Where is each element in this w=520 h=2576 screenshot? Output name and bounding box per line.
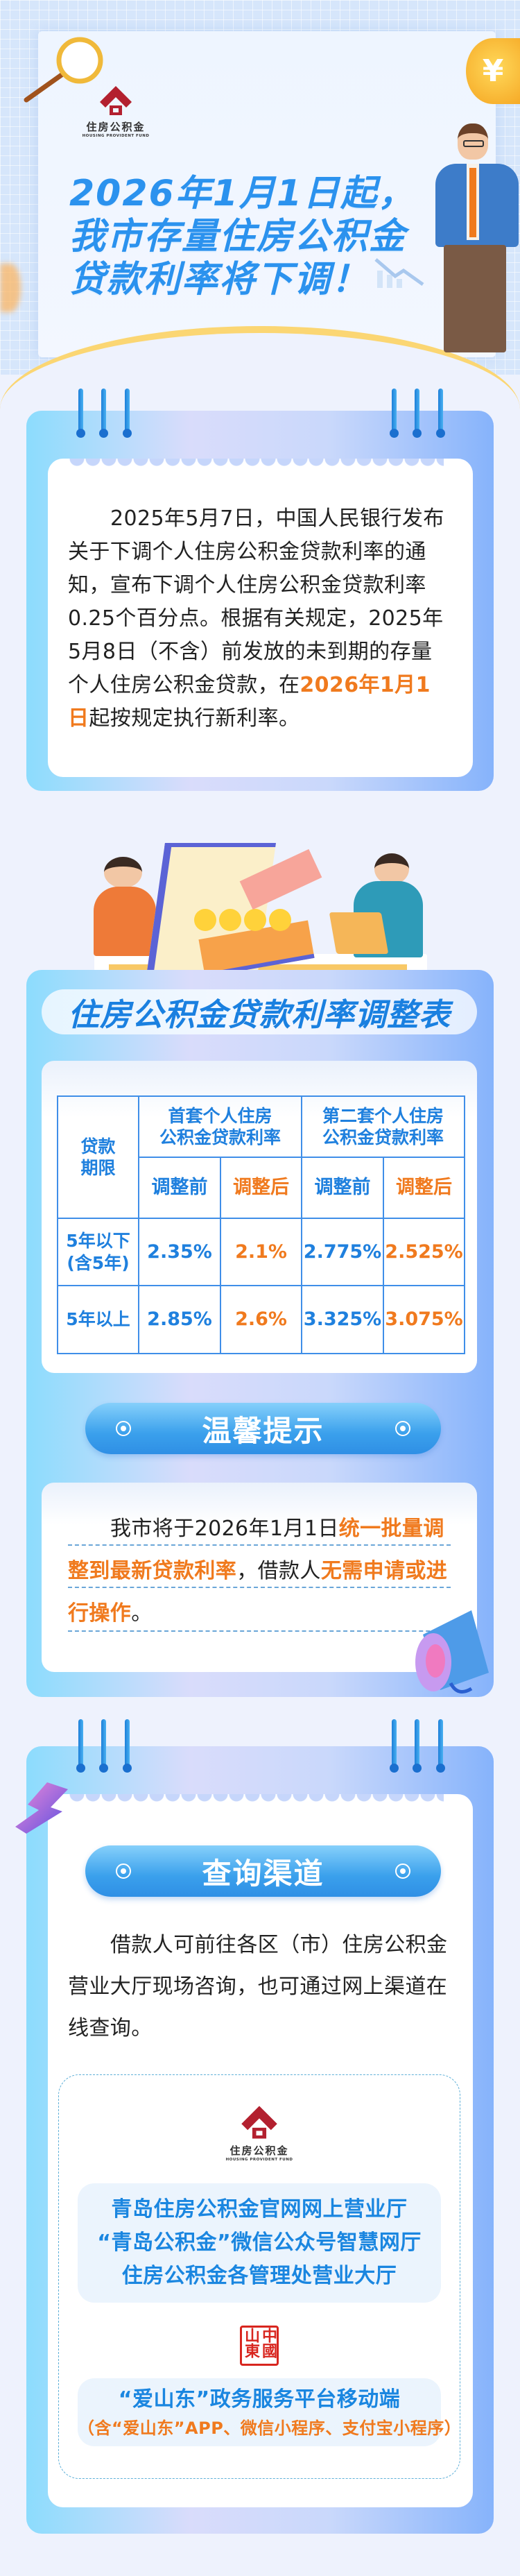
rate-cell: 2.6% xyxy=(219,1285,303,1354)
target-icon xyxy=(395,1421,410,1436)
rate-cell: 2.35% xyxy=(138,1218,221,1286)
online-channels-box: 青岛住房公积金官网网上营业厅 “青岛公积金”微信公众号智慧网厅 住房公积金各管理… xyxy=(78,2183,441,2303)
logo-text: 住房公积金 xyxy=(86,121,146,133)
logo-mark-icon xyxy=(100,86,132,115)
table-row: 5年以上 2.85% 2.6% 3.325% 3.075% xyxy=(57,1285,466,1354)
query-paragraph: 借款人可前往各区（市）住房公积金营业大厅现场咨询，也可通过网上渠道在线查询。 xyxy=(68,1933,448,2040)
binder-ring xyxy=(76,1719,85,1773)
binder-ring xyxy=(76,389,85,438)
rate-cell: 2.1% xyxy=(219,1218,303,1286)
logo-text: 住房公积金 xyxy=(229,2144,289,2157)
second-home-header: 第二套个人住房 公积金贷款利率 xyxy=(301,1095,466,1158)
rate-cell: 2.85% xyxy=(138,1285,221,1354)
binder-ring xyxy=(99,1719,108,1773)
tip-highlight: 无需申请或进行操作 xyxy=(68,1559,448,1626)
binder-ring xyxy=(390,389,399,438)
sub-header-after: 调整后 xyxy=(219,1157,303,1219)
tip-text: 。 xyxy=(131,1601,153,1626)
rate-cell: 2.775% xyxy=(301,1218,385,1286)
housing-fund-logo: 住房公积金 HOUSING PROVIDENT FUND xyxy=(222,2104,297,2162)
tip-highlight: 统一批量调整到最新贷款利率 xyxy=(68,1517,444,1583)
seal-text: 中國山東 xyxy=(242,2328,277,2358)
channel-item: “青岛公积金”微信公众号智慧网厅 xyxy=(97,2230,422,2255)
yuan-coin-icon: ¥ xyxy=(466,38,520,104)
dashed-rule xyxy=(68,1630,451,1632)
target-icon xyxy=(395,1863,410,1879)
binder-ring xyxy=(413,1719,422,1773)
hero-panel xyxy=(38,31,496,357)
tip-title-pill: 温馨提示 xyxy=(85,1403,441,1454)
channel-item: 住房公积金各管理处营业大厅 xyxy=(121,2264,397,2288)
trend-down-icon xyxy=(374,257,430,288)
tip-text: 我市将于2026年1月1日 xyxy=(110,1517,339,1541)
term-header: 贷款 期限 xyxy=(57,1095,139,1219)
target-icon xyxy=(116,1421,131,1436)
table-row: 5年以下 (含5年) 2.35% 2.1% 2.775% 2.525% xyxy=(57,1218,466,1286)
rate-cell: 3.325% xyxy=(301,1285,385,1354)
tip-text: ，借款人 xyxy=(236,1559,321,1583)
first-home-header: 首套个人住房 公积金贷款利率 xyxy=(137,1095,303,1158)
sub-header-after: 调整后 xyxy=(383,1157,466,1219)
tip-paragraph: 我市将于2026年1月1日统一批量调整到最新贷款利率，借款人无需申请或进行操作。 xyxy=(68,1508,449,1635)
blurred-coin-icon xyxy=(0,264,21,312)
binder-ring xyxy=(436,389,445,438)
lightning-icon xyxy=(12,1781,71,1835)
target-icon xyxy=(116,1863,131,1879)
tip-panel xyxy=(42,1483,477,1672)
binder-ring xyxy=(99,389,108,438)
query-title: 查询渠道 xyxy=(202,1856,324,1891)
query-title-pill: 查询渠道 xyxy=(85,1845,441,1897)
dashed-rule xyxy=(68,1544,451,1546)
intro-paragraph: 2025年5月7日，中国人民银行发布关于下调个人住房公积金贷款利率的通知，宣布下… xyxy=(68,502,449,735)
channel-item: 青岛住房公积金官网网上营业厅 xyxy=(111,2197,408,2221)
hero-title-line-3: 贷款利率将下调！ xyxy=(69,259,370,300)
shandong-seal: 中國山東 xyxy=(240,2326,279,2366)
logo-english: HOUSING PROVIDENT FUND xyxy=(225,2158,293,2162)
sub-header-before: 调整前 xyxy=(301,1157,385,1219)
channels-box xyxy=(58,2074,460,2479)
hero-title-line-1: 2026年1月1日起， xyxy=(69,173,416,214)
hero-title-line-2: 我市存量住房公积金 xyxy=(69,216,407,257)
logo-english: HOUSING PROVIDENT FUND xyxy=(82,134,150,138)
scallop-edge xyxy=(69,1794,444,1805)
app-channel-note: （含“爱山东”APP、微信小程序、支付宝小程序） xyxy=(78,2419,462,2438)
scallop-edge xyxy=(69,459,444,470)
intro-text-after: 起按规定执行新利率。 xyxy=(89,706,300,731)
logo-mark-icon xyxy=(241,2106,277,2139)
binder-ring xyxy=(436,1719,445,1773)
app-channel: “爱山东”政务服务平台移动端 xyxy=(118,2387,401,2412)
tip-title: 温馨提示 xyxy=(202,1413,324,1448)
sub-header-before: 调整前 xyxy=(138,1157,221,1219)
dashed-rule xyxy=(68,1587,451,1588)
rate-cell: 2.525% xyxy=(383,1218,466,1286)
term-cell: 5年以上 xyxy=(57,1285,139,1354)
rate-table: 贷款 期限 首套个人住房 公积金贷款利率 第二套个人住房 公积金贷款利率 调整前… xyxy=(57,1095,466,1354)
book-desk-illustration xyxy=(90,826,430,978)
intro-text-before: 2025年5月7日，中国人民银行发布关于下调个人住房公积金贷款利率的通知，宣布下… xyxy=(68,506,444,697)
megaphone-icon xyxy=(409,1607,498,1697)
rate-table-title-bar: 住房公积金贷款利率调整表 xyxy=(42,989,477,1034)
rate-cell: 3.075% xyxy=(383,1285,466,1354)
binder-ring xyxy=(123,389,132,438)
binder-ring xyxy=(123,1719,132,1773)
rate-table-title: 住房公积金贷款利率调整表 xyxy=(67,996,451,1033)
housing-fund-logo: 住房公积金 HOUSING PROVIDENT FUND xyxy=(78,85,153,138)
businessman-illustration xyxy=(423,123,520,352)
intro-panel xyxy=(48,459,473,777)
binder-ring xyxy=(390,1719,399,1773)
term-cell: 5年以下 (含5年) xyxy=(57,1218,139,1286)
app-channel-box: “爱山东”政务服务平台移动端 （含“爱山东”APP、微信小程序、支付宝小程序） xyxy=(78,2378,462,2446)
intro-highlight-date: 2026年1月1日 xyxy=(68,673,431,731)
binder-ring xyxy=(413,389,422,438)
magnifier-icon xyxy=(21,36,107,105)
